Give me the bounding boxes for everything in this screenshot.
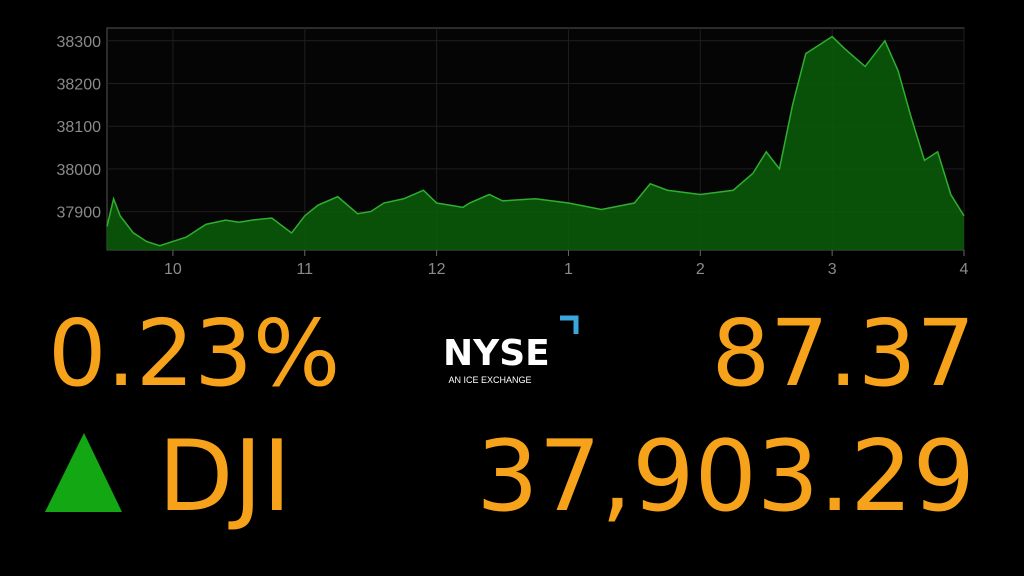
y-tick-label: 37900 <box>57 205 102 222</box>
y-tick-label: 38100 <box>57 119 102 136</box>
x-tick-label: 12 <box>428 261 446 278</box>
y-tick-label: 38300 <box>57 34 102 51</box>
symbol: DJI <box>158 420 291 534</box>
x-tick-label: 1 <box>564 261 573 278</box>
up-arrow <box>45 433 122 512</box>
x-tick-label: 11 <box>296 261 313 278</box>
line <box>106 35 965 247</box>
logo-name: NYSE <box>443 333 550 374</box>
x-tick-label: 10 <box>164 261 182 278</box>
x-tick-label: 4 <box>960 261 969 278</box>
area <box>107 36 964 251</box>
price: 37,903.29 <box>476 420 975 534</box>
y-tick-label: 38200 <box>57 77 102 94</box>
point-change: 87.37 <box>712 300 975 407</box>
logo-tagline: AN ICE EXCHANGE <box>448 375 531 385</box>
x-tick-label: 3 <box>828 261 837 278</box>
logo-bracket <box>560 315 579 334</box>
x-tick-label: 2 <box>696 261 705 278</box>
y-tick-label: 38000 <box>57 162 102 179</box>
percent-change: 0.23% <box>48 300 340 407</box>
